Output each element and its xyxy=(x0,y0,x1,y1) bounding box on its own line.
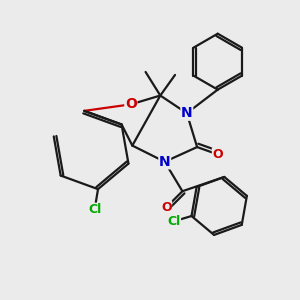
Text: O: O xyxy=(212,148,223,161)
Text: Cl: Cl xyxy=(167,215,181,228)
Text: N: N xyxy=(159,155,170,169)
Text: O: O xyxy=(161,201,172,214)
Text: O: O xyxy=(125,98,137,111)
Text: N: N xyxy=(181,106,193,120)
Text: Cl: Cl xyxy=(88,203,102,216)
